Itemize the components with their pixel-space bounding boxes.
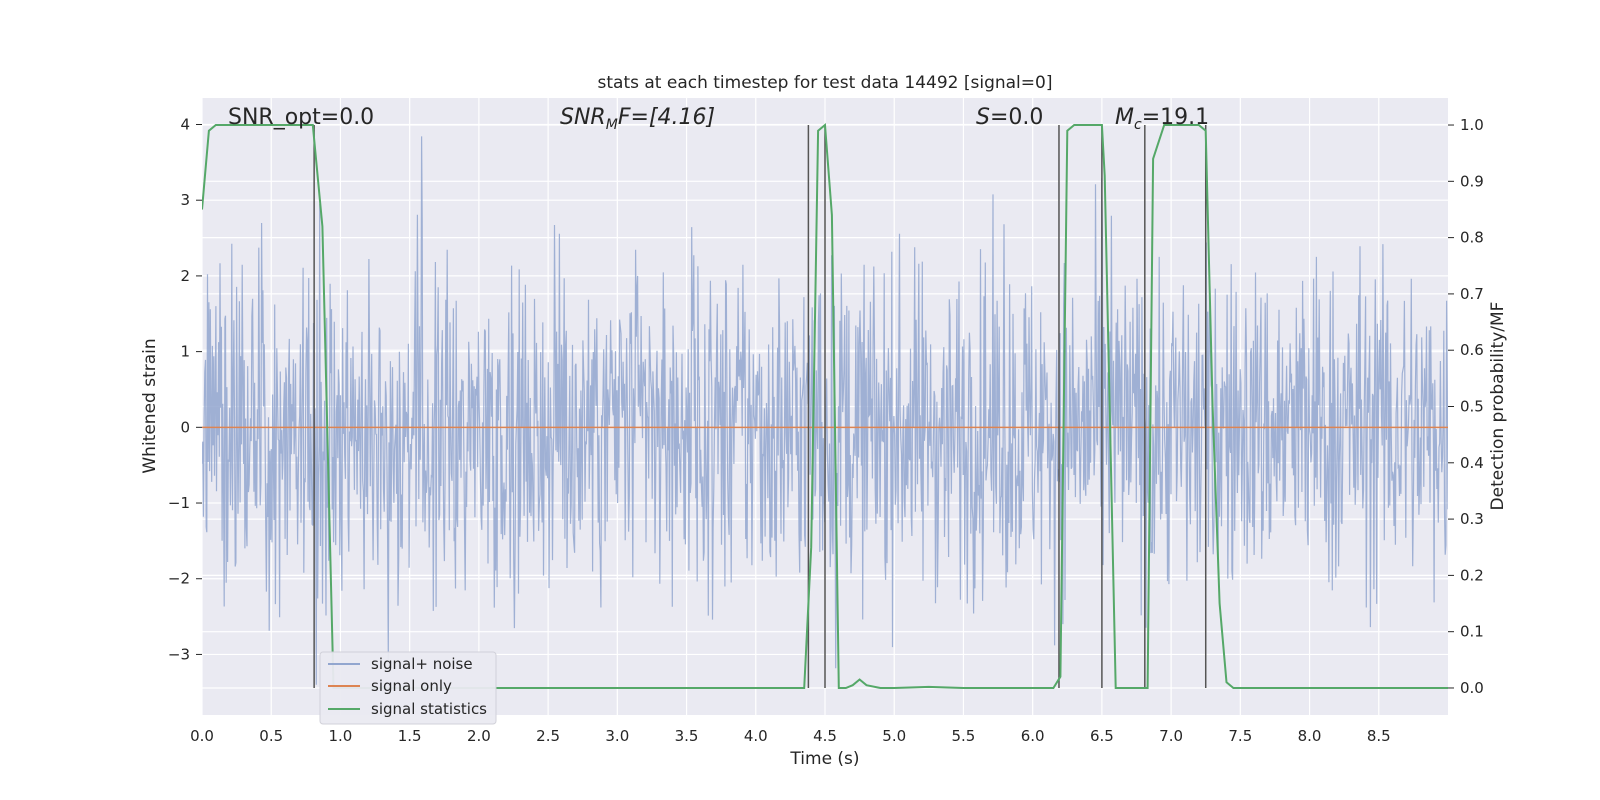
y-left-tick-label: −1 xyxy=(168,494,190,512)
x-tick-label: 1.5 xyxy=(398,727,422,745)
x-tick-label: 4.5 xyxy=(813,727,837,745)
legend-item-signal-statistics: signal statistics xyxy=(328,700,487,718)
y-left-tick-label: 4 xyxy=(180,115,190,133)
y-right-tick-label: 0.5 xyxy=(1460,398,1484,416)
annotation-s-var: S xyxy=(976,105,990,130)
annotation-mc-sub: c xyxy=(1134,117,1142,133)
x-tick-label: 2.0 xyxy=(467,727,491,745)
x-tick-label: 7.0 xyxy=(1159,727,1183,745)
y-right-tick-label: 0.4 xyxy=(1460,454,1484,472)
annotation-mc-rest: =19.1 xyxy=(1142,105,1209,130)
annotation-s-rest: =0.0 xyxy=(990,105,1043,130)
annotation-snr-mf-var: SNR xyxy=(560,105,606,130)
x-tick-label: 3.5 xyxy=(675,727,699,745)
y-left-tick-label: 2 xyxy=(180,267,190,285)
x-tick-label: 0.0 xyxy=(190,727,214,745)
annotation-snr-mf: SNRMF=[4.16] xyxy=(560,105,715,133)
legend-label-signal-statistics: signal statistics xyxy=(371,700,487,718)
y-left-tick-label: −2 xyxy=(168,570,190,588)
x-axis-label: Time (s) xyxy=(789,749,859,769)
x-tick-label: 5.5 xyxy=(952,727,976,745)
x-tick-label: 8.0 xyxy=(1298,727,1322,745)
y-right-tick-label: 0.3 xyxy=(1460,510,1484,528)
annotation-mc: Mc=19.1 xyxy=(1115,105,1209,133)
x-tick-labels: 0.0 0.5 1.0 1.5 2.0 2.5 3.0 3.5 4.0 4.5 5.0 5.5 6.0 6… xyxy=(190,727,1391,745)
y-right-tick-label: 0.7 xyxy=(1460,285,1484,303)
y-right-tick-label: 0.0 xyxy=(1460,679,1484,697)
x-tick-label: 6.5 xyxy=(1090,727,1114,745)
x-tick-label: 3.0 xyxy=(605,727,629,745)
signal-statistics-line xyxy=(202,123,1448,689)
y-axis-label-right: Detection probability/MF xyxy=(1488,302,1508,511)
y-left-tick-label: −3 xyxy=(168,645,190,663)
y-right-tick-label: 0.8 xyxy=(1460,229,1484,247)
legend-box xyxy=(319,651,497,725)
y-right-tick-labels: 0.0 0.1 0.2 0.3 0.4 0.5 0.6 0.7 0.8 0.9 1.0 xyxy=(1448,116,1484,697)
x-tick-label: 5.0 xyxy=(882,727,906,745)
y-left-tick-label: 1 xyxy=(180,343,190,361)
legend-item-signal-only: signal only xyxy=(328,677,452,695)
x-tick-label: 6.0 xyxy=(1021,727,1045,745)
y-left-tick-label: 0 xyxy=(180,418,190,436)
annotation-snr-opt: SNR_opt=0.0 xyxy=(228,105,374,130)
x-tick-label: 0.5 xyxy=(259,727,283,745)
vertical-markers xyxy=(313,125,1207,688)
annotation-mc-var: M xyxy=(1115,105,1134,130)
y-right-tick-label: 0.6 xyxy=(1460,341,1484,359)
annotation-snr-mf-sub: M xyxy=(606,117,618,133)
x-tick-label: 7.5 xyxy=(1228,727,1252,745)
annotation-s: S=0.0 xyxy=(976,105,1043,130)
chart-title: stats at each timestep for test data 144… xyxy=(598,73,1053,93)
x-tick-label: 1.0 xyxy=(329,727,353,745)
annotation-snr-mf-rest: F=[4.16] xyxy=(618,105,715,130)
legend: signal+ noise signal only signal statist… xyxy=(319,651,497,725)
y-right-tick-label: 0.2 xyxy=(1460,566,1484,584)
x-tick-label: 4.0 xyxy=(744,727,768,745)
legend-label-signal-only: signal only xyxy=(371,677,452,695)
legend-item-signal-noise: signal+ noise xyxy=(328,655,473,673)
x-tick-label: 8.5 xyxy=(1367,727,1391,745)
legend-label-signal-noise: signal+ noise xyxy=(371,655,473,673)
y-right-tick-label: 0.9 xyxy=(1460,172,1484,190)
y-left-tick-labels: −3 −2 −1 0 1 2 3 4 xyxy=(168,115,202,663)
y-left-tick-label: 3 xyxy=(180,191,190,209)
y-right-tick-label: 1.0 xyxy=(1460,116,1484,134)
y-axis-label-left: Whitened strain xyxy=(140,338,160,473)
x-tick-label: 2.5 xyxy=(536,727,560,745)
series-signal-statistics xyxy=(202,123,1448,689)
y-right-tick-label: 0.1 xyxy=(1460,623,1484,641)
